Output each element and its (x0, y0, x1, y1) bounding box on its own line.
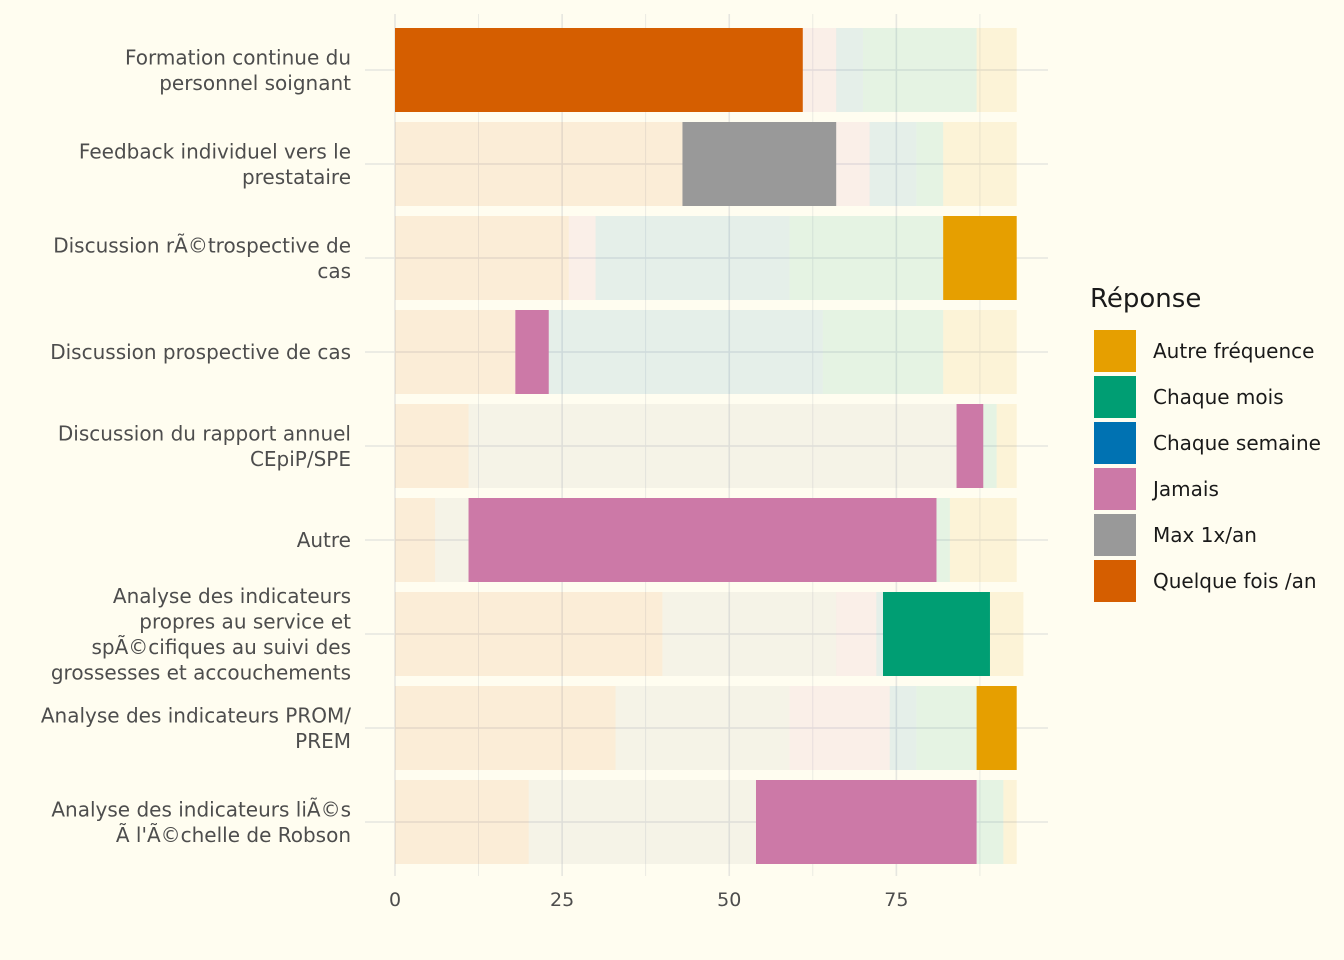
bar-segment (976, 780, 1004, 864)
bar-segment (943, 310, 1017, 394)
bar-segment (983, 404, 997, 488)
bar-segment (802, 28, 837, 112)
bar-segment (615, 686, 790, 770)
legend-items: Autre fréquence Chaque mois Chaque semaine… (1090, 328, 1340, 604)
legend-swatch (1094, 376, 1136, 418)
bar-segment (682, 122, 837, 206)
legend-label: Jamais (1153, 477, 1219, 501)
y-tick-label: Feedback individuel vers le (79, 139, 351, 163)
bar-segment (936, 498, 950, 582)
bar-segment (468, 498, 937, 582)
y-tick-label: spÃ©cifiques au suivi des (91, 635, 351, 659)
bar-segment (869, 122, 917, 206)
bar-segment (395, 404, 469, 488)
bar-segment (528, 780, 756, 864)
y-tick-label: cas (317, 259, 351, 283)
legend-item: Chaque semaine (1090, 420, 1340, 466)
bar-segment (395, 592, 663, 676)
bar-segment (568, 216, 596, 300)
bar-segment (789, 686, 890, 770)
y-tick-label: Formation continue du (125, 45, 351, 69)
y-tick-label: Analyse des indicateurs (113, 584, 351, 608)
bar-segment (515, 310, 549, 394)
legend: Réponse Autre fréquence Chaque mois Chaque… (1090, 284, 1340, 604)
bar-segment (916, 122, 944, 206)
bar-segment (822, 310, 944, 394)
bar-segment (956, 404, 984, 488)
legend-item: Chaque mois (1090, 374, 1340, 420)
bar-segment (435, 498, 469, 582)
bar-segment (916, 686, 977, 770)
x-tick-label: 25 (550, 889, 574, 911)
bar-segment (395, 216, 569, 300)
bar-segment (595, 216, 790, 300)
legend-swatch (1094, 330, 1136, 372)
y-tick-label: Ã l'Ã©chelle de Robson (116, 823, 351, 847)
bar-segment (395, 310, 516, 394)
bar-segment (755, 780, 977, 864)
bar-segment (976, 28, 1017, 112)
x-axis-ticks: 0 25 50 75 (389, 889, 909, 911)
y-tick-label: Analyse des indicateurs liÃ©s (51, 797, 351, 821)
bar-segment (395, 28, 803, 112)
legend-item: Autre fréquence (1090, 328, 1340, 374)
bar-segment (949, 498, 1017, 582)
bar-segment (836, 28, 863, 112)
y-tick-label: personnel soignant (159, 71, 351, 95)
y-tick-label: prestataire (242, 165, 351, 189)
y-tick-label: Discussion rÃ©trospective de (53, 233, 351, 257)
legend-swatch (1094, 468, 1136, 510)
bar-segment (943, 122, 1017, 206)
legend-label: Chaque semaine (1153, 431, 1321, 455)
bar-segment (883, 592, 990, 676)
legend-swatch (1094, 422, 1136, 464)
y-tick-label: PREM (295, 729, 351, 753)
bar-segment (943, 216, 1017, 300)
bar-segment (395, 686, 616, 770)
legend-title: Réponse (1090, 284, 1202, 314)
y-tick-label: propres au service et (139, 609, 351, 633)
y-tick-label: Discussion du rapport annuel (58, 421, 351, 445)
legend-label: Quelque fois /an (1153, 569, 1317, 593)
bar-segment (989, 592, 1024, 676)
legend-swatch (1094, 514, 1136, 556)
legend-item: Max 1x/an (1090, 512, 1340, 558)
y-tick-label: Discussion prospective de cas (50, 340, 351, 364)
bar-segment (996, 404, 1017, 488)
bar-segment (789, 216, 944, 300)
bar-segment (976, 686, 1017, 770)
bar-segment (862, 28, 977, 112)
legend-swatch (1094, 560, 1136, 602)
bar-segment (395, 498, 436, 582)
legend-label: Max 1x/an (1153, 523, 1257, 547)
y-tick-label: grossesses et accouchements (51, 660, 351, 684)
x-tick-label: 50 (717, 889, 741, 911)
bars (395, 28, 1024, 864)
bar-segment (836, 592, 877, 676)
legend-label: Autre fréquence (1153, 339, 1315, 363)
bar-segment (548, 310, 823, 394)
legend-item: Quelque fois /an (1090, 558, 1340, 604)
bar-segment (662, 592, 837, 676)
legend-item: Jamais (1090, 466, 1340, 512)
legend-label: Chaque mois (1153, 385, 1284, 409)
bar-segment (468, 404, 957, 488)
x-tick-label: 0 (389, 889, 401, 911)
y-tick-label: Autre (297, 528, 351, 552)
bar-segment (876, 592, 884, 676)
bar-segment (395, 780, 529, 864)
y-tick-label: CEpiP/SPE (250, 447, 351, 471)
y-tick-label: Analyse des indicateurs PROM/ (41, 703, 351, 727)
bar-segment (836, 122, 870, 206)
bar-segment (889, 686, 917, 770)
x-tick-label: 75 (884, 889, 908, 911)
bar-segment (1003, 780, 1017, 864)
bar-segment (395, 122, 683, 206)
